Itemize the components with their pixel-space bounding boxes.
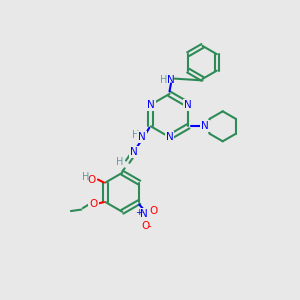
Text: O: O — [141, 221, 149, 231]
Text: N: N — [167, 75, 175, 85]
Text: N: N — [201, 121, 208, 131]
Text: O: O — [88, 175, 96, 184]
Text: H: H — [131, 130, 139, 140]
Text: O: O — [149, 206, 158, 216]
Text: N: N — [166, 132, 173, 142]
Text: N: N — [140, 209, 148, 219]
Text: H: H — [82, 172, 90, 182]
Text: +: + — [135, 208, 143, 217]
Text: N: N — [138, 132, 146, 142]
Text: H: H — [116, 157, 123, 167]
Text: -: - — [148, 221, 152, 231]
Text: N: N — [130, 147, 138, 157]
Text: N: N — [184, 100, 192, 110]
Text: O: O — [89, 199, 98, 208]
Text: N: N — [147, 100, 155, 110]
Text: H: H — [160, 75, 167, 85]
